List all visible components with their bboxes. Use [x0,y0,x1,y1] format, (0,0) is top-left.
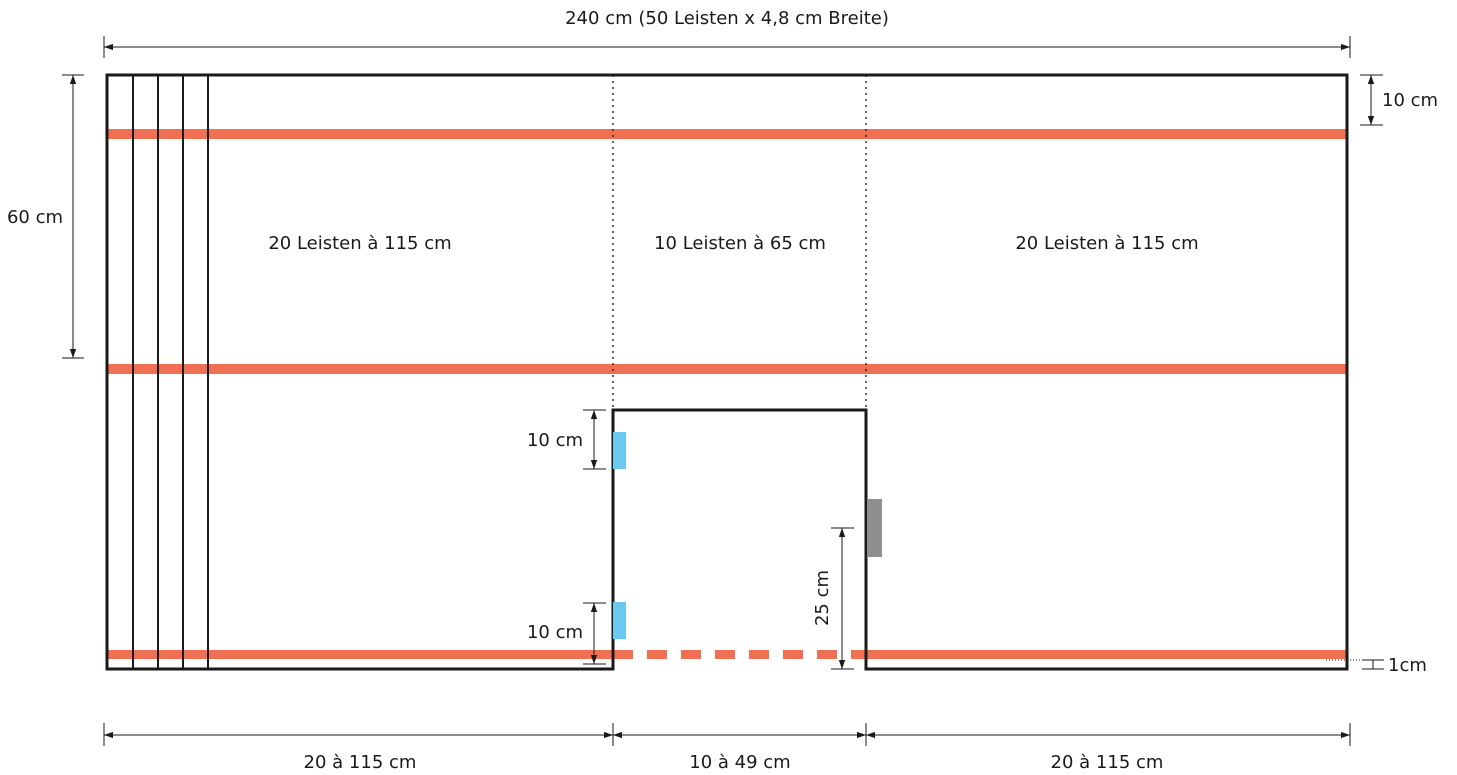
bottom-gap-label: 1cm [1388,655,1427,676]
handle [867,499,882,557]
total-width-label: 240 cm (50 Leisten x 4,8 cm Breite) [565,8,889,29]
middle-strip [107,364,1347,374]
hinge-upper [613,432,626,469]
bottom-strip-right [866,650,1347,659]
bottom-middle-label: 10 à 49 cm [689,752,790,773]
door-upper-label: 10 cm [527,430,583,451]
top-margin-label: 10 cm [1382,90,1438,111]
bottom-left-label: 20 à 115 cm [304,752,417,773]
middle-section-label: 10 Leisten à 65 cm [654,233,826,254]
hinge-lower [613,602,626,639]
door-lower-label: 10 cm [527,622,583,643]
top-strip [107,129,1347,139]
right-section-label: 20 Leisten à 115 cm [1015,233,1198,254]
height-60-label: 60 cm [7,207,63,228]
left-section-label: 20 Leisten à 115 cm [268,233,451,254]
bottom-right-label: 20 à 115 cm [1051,752,1164,773]
bottom-strip-left [107,650,613,659]
handle-25-label: 25 cm [812,570,833,626]
panel-outline [105,73,1349,671]
